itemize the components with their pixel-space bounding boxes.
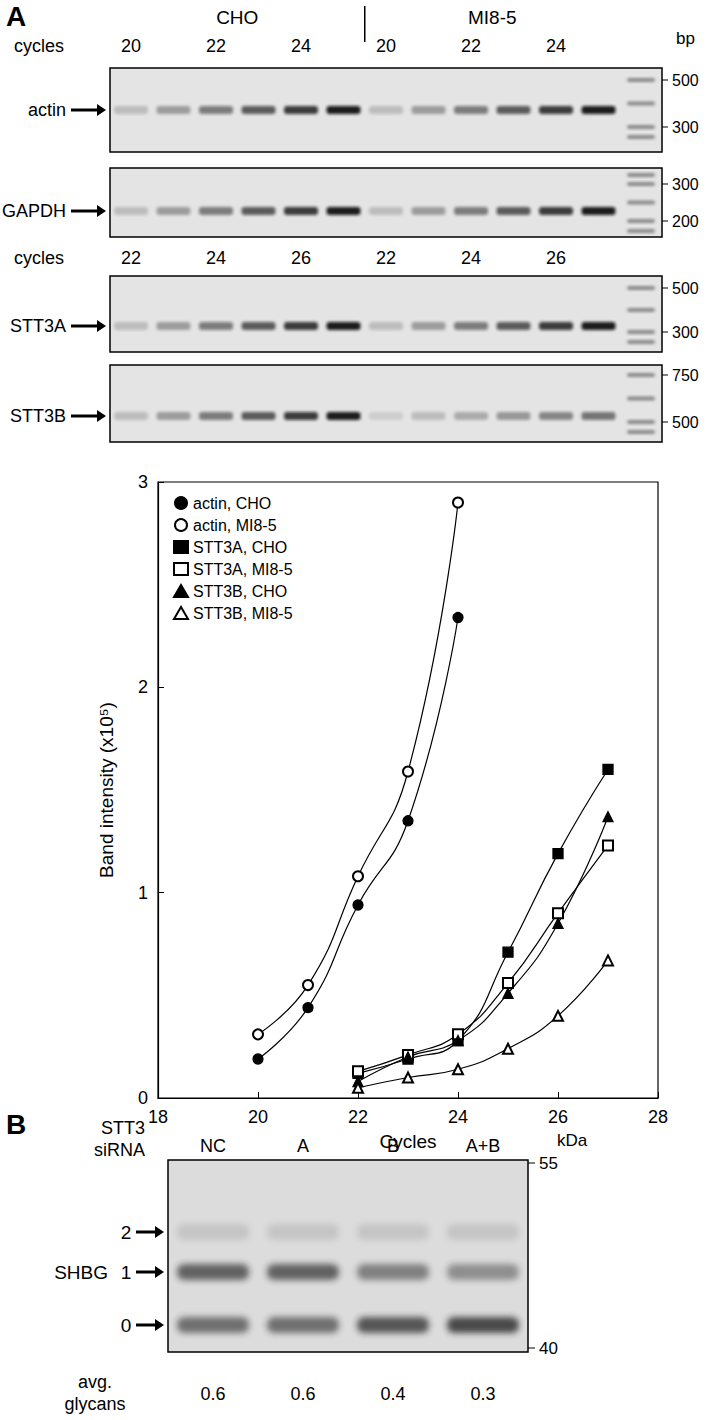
svg-text:actin, MI8-5: actin, MI8-5 [193, 517, 277, 534]
svg-text:55: 55 [539, 1154, 558, 1173]
svg-text:300: 300 [672, 324, 699, 341]
svg-text:STT3B, CHO: STT3B, CHO [193, 583, 287, 600]
svg-text:500: 500 [672, 414, 699, 431]
svg-text:26: 26 [291, 248, 311, 268]
svg-text:300: 300 [672, 176, 699, 193]
svg-text:28: 28 [648, 1107, 668, 1127]
svg-text:26: 26 [548, 1107, 568, 1127]
svg-text:0: 0 [138, 1088, 148, 1108]
svg-text:24: 24 [291, 36, 311, 56]
svg-text:A: A [6, 1, 26, 32]
svg-text:24: 24 [448, 1107, 468, 1127]
svg-text:22: 22 [376, 248, 396, 268]
svg-text:500: 500 [672, 72, 699, 89]
svg-text:750: 750 [672, 367, 699, 384]
svg-text:STT3B: STT3B [10, 406, 66, 426]
svg-text:STT3: STT3 [101, 1118, 145, 1138]
svg-text:22: 22 [206, 36, 226, 56]
svg-text:SHBG: SHBG [54, 1262, 108, 1283]
svg-text:bp: bp [676, 29, 695, 48]
svg-text:STT3A, MI8-5: STT3A, MI8-5 [193, 561, 293, 578]
svg-text:glycans: glycans [64, 1394, 125, 1414]
svg-text:CHO: CHO [216, 7, 258, 28]
svg-text:GAPDH: GAPDH [2, 201, 66, 221]
svg-text:200: 200 [672, 213, 699, 230]
svg-text:cycles: cycles [14, 36, 64, 56]
svg-text:B: B [6, 1109, 26, 1140]
svg-text:22: 22 [461, 36, 481, 56]
svg-text:0.6: 0.6 [200, 1384, 225, 1404]
svg-text:A: A [297, 1136, 309, 1156]
svg-text:18: 18 [148, 1107, 168, 1127]
svg-text:NC: NC [200, 1136, 226, 1156]
svg-text:Band intensity (x10⁵): Band intensity (x10⁵) [96, 702, 117, 878]
svg-text:avg.: avg. [78, 1372, 112, 1392]
svg-text:22: 22 [121, 248, 141, 268]
svg-text:actin: actin [28, 100, 66, 120]
svg-text:24: 24 [546, 36, 566, 56]
svg-text:2: 2 [121, 1222, 132, 1243]
svg-text:2: 2 [138, 677, 148, 697]
svg-text:26: 26 [546, 248, 566, 268]
svg-text:STT3B, MI8-5: STT3B, MI8-5 [193, 605, 293, 622]
svg-text:1: 1 [138, 883, 148, 903]
svg-text:20: 20 [248, 1107, 268, 1127]
svg-text:cycles: cycles [14, 248, 64, 268]
svg-text:actin, CHO: actin, CHO [193, 495, 271, 512]
svg-text:22: 22 [348, 1107, 368, 1127]
svg-text:STT3A, CHO: STT3A, CHO [193, 539, 287, 556]
svg-text:40: 40 [539, 1339, 558, 1358]
svg-text:20: 20 [376, 36, 396, 56]
svg-text:20: 20 [121, 36, 141, 56]
svg-text:300: 300 [672, 119, 699, 136]
svg-text:Cycles: Cycles [379, 1131, 436, 1152]
svg-text:MI8-5: MI8-5 [468, 7, 517, 28]
svg-text:0.3: 0.3 [470, 1384, 495, 1404]
svg-text:3: 3 [138, 472, 148, 492]
svg-text:500: 500 [672, 280, 699, 297]
svg-text:A+B: A+B [466, 1136, 501, 1156]
svg-text:kDa: kDa [557, 1131, 588, 1150]
svg-text:24: 24 [206, 248, 226, 268]
svg-text:0: 0 [121, 1315, 132, 1336]
svg-text:1: 1 [121, 1262, 132, 1283]
svg-text:STT3A: STT3A [10, 316, 66, 336]
svg-text:0.4: 0.4 [380, 1384, 405, 1404]
svg-text:24: 24 [461, 248, 481, 268]
svg-text:0.6: 0.6 [290, 1384, 315, 1404]
svg-text:siRNA: siRNA [94, 1140, 145, 1160]
